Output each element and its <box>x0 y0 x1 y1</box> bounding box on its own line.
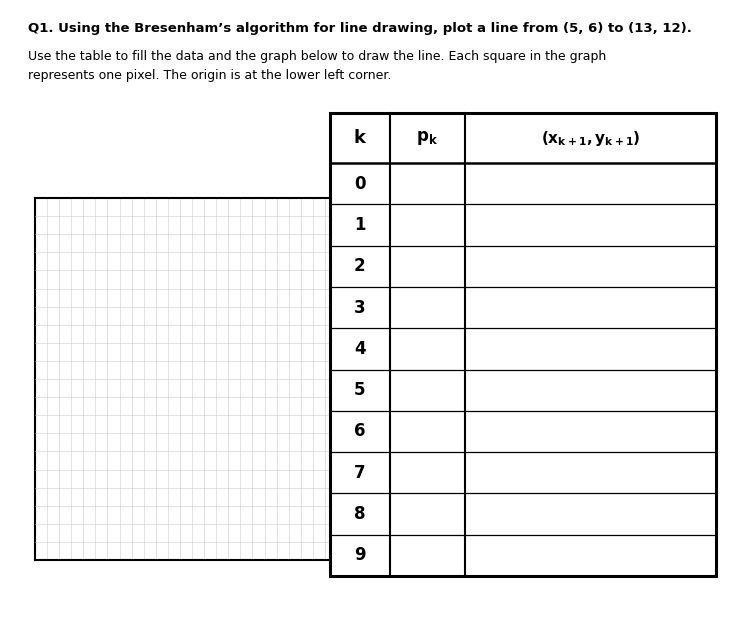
Text: $\mathbf{p_k}$: $\mathbf{p_k}$ <box>417 129 439 147</box>
Text: 1: 1 <box>354 216 366 234</box>
Text: Q1. Using the Bresenham’s algorithm for line drawing, plot a line from (5, 6) to: Q1. Using the Bresenham’s algorithm for … <box>28 22 692 35</box>
Text: 2: 2 <box>354 257 366 275</box>
Text: 9: 9 <box>354 547 366 565</box>
Text: $\mathbf{(x_{k+1},y_{k+1})}$: $\mathbf{(x_{k+1},y_{k+1})}$ <box>541 129 640 147</box>
Text: 8: 8 <box>354 505 366 523</box>
Text: 5: 5 <box>354 381 366 399</box>
Text: 0: 0 <box>354 175 366 193</box>
Text: 3: 3 <box>354 298 366 316</box>
Text: 4: 4 <box>354 340 366 358</box>
Text: 6: 6 <box>354 422 366 440</box>
Text: Use the table to fill the data and the graph below to draw the line. Each square: Use the table to fill the data and the g… <box>28 50 606 82</box>
Bar <box>330 113 716 576</box>
Text: k: k <box>354 129 366 147</box>
Text: 7: 7 <box>354 464 366 482</box>
